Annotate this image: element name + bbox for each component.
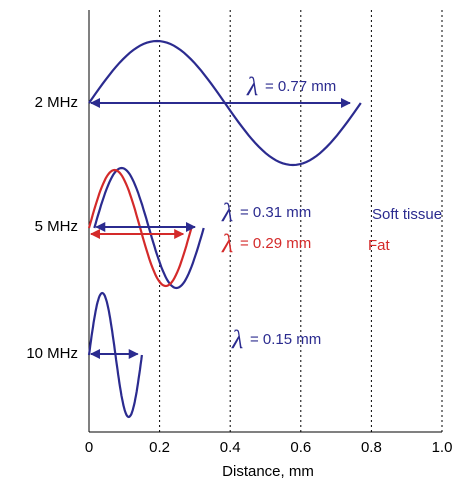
x-tick-label: 1.0 [432, 439, 453, 456]
wavelength-arrows [90, 98, 351, 359]
x-tick-label: 0 [85, 439, 93, 456]
grid-lines [159, 10, 443, 432]
lambda-symbol: λ [221, 229, 233, 258]
frequency-label: 5 MHz [35, 218, 78, 235]
x-axis: 0 0.2 0.4 0.6 0.8 1.0 [85, 10, 453, 456]
lambda-symbol: λ [246, 72, 258, 101]
x-tick-label: 0.2 [149, 439, 170, 456]
x-tick-label: 0.8 [361, 439, 382, 456]
x-tick-label: 0.6 [290, 439, 311, 456]
medium-label: Fat [368, 237, 391, 254]
wavelength-value: = 0.15 mm [250, 331, 321, 348]
x-tick-label: 0.4 [220, 439, 241, 456]
wavelength-value: = 0.77 mm [265, 78, 336, 95]
lambda-symbol: λ [231, 325, 243, 354]
medium-label: Soft tissue [372, 206, 442, 223]
lambda-symbol: λ [221, 198, 233, 227]
frequency-label: 2 MHz [35, 94, 78, 111]
frequency-label: 10 MHz [26, 345, 78, 362]
wavelength-value: = 0.31 mm [240, 204, 311, 221]
x-axis-label: Distance, mm [222, 463, 314, 480]
wavelength-value: = 0.29 mm [240, 235, 311, 252]
annotations: 2 MHz λ = 0.77 mm 5 MHz λ = 0.31 mm Soft tis… [26, 72, 442, 362]
